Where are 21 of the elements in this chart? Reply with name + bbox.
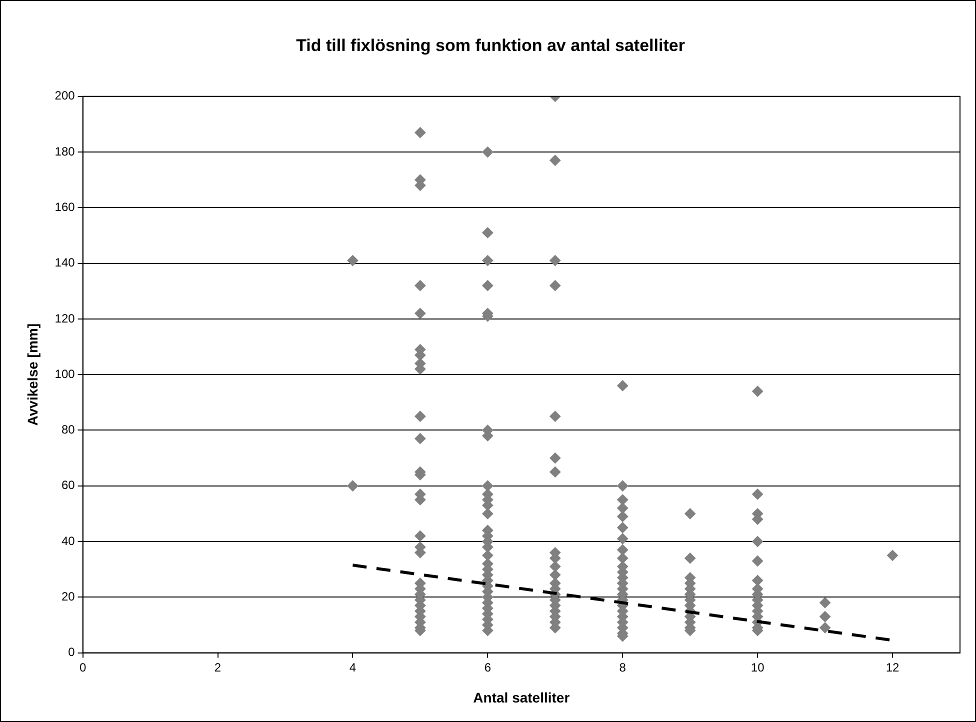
y-tick-label: 140 (54, 256, 76, 270)
y-tick-label: 180 (54, 144, 76, 158)
x-tick-label: 8 (619, 660, 626, 674)
x-axis-title: Antal satelliter (473, 689, 570, 706)
y-tick-label: 0 (68, 645, 76, 660)
y-tick-label: 160 (54, 200, 76, 214)
x-tick-label: 2 (214, 660, 222, 674)
x-tick-label: 6 (484, 660, 492, 674)
x-tick-label: 4 (349, 660, 356, 674)
chart-title: Tid till fixlösning som funktion av antal satelliter (296, 36, 686, 55)
y-tick-label: 20 (61, 589, 76, 604)
y-tick-label: 100 (54, 366, 76, 381)
y-tick-label: 40 (61, 534, 76, 548)
x-tick-label: 10 (750, 660, 765, 674)
y-tick-label: 200 (54, 88, 76, 103)
y-axis-title: Avvikelse [mm] (24, 324, 40, 426)
y-tick-label: 80 (61, 422, 76, 437)
y-tick-label: 120 (54, 311, 76, 326)
x-tick-label: 12 (886, 660, 900, 674)
x-tick-label: 0 (79, 660, 86, 674)
y-tick-label: 60 (61, 478, 76, 492)
